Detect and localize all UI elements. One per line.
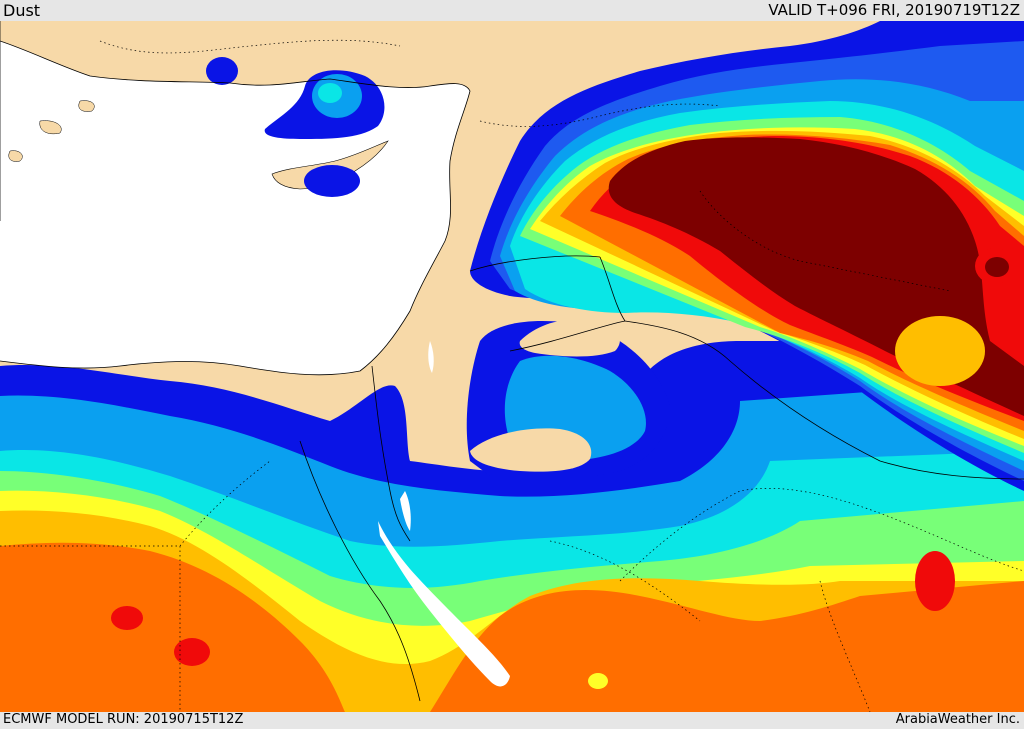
credit-label: ArabiaWeather Inc. xyxy=(895,712,1020,727)
country-borders-dotted xyxy=(0,39,1024,712)
dust-blob-cyprus xyxy=(304,165,360,197)
dust-spot-red-1 xyxy=(111,606,143,630)
footer-bar: ECMWF MODEL RUN: 20190715T12Z ArabiaWeat… xyxy=(0,712,1024,729)
map-canvas xyxy=(0,21,1024,712)
dust-spot-red-2 xyxy=(174,638,210,666)
dust-band-south-orange-west xyxy=(0,542,345,712)
dust-spot-gold-1 xyxy=(588,673,608,689)
coastline xyxy=(0,40,471,376)
model-run-label: ECMWF MODEL RUN: 20190715T12Z xyxy=(3,712,244,727)
product-title: Dust xyxy=(3,1,41,20)
dust-pocket-clear xyxy=(470,428,592,472)
dust-map xyxy=(0,21,1024,712)
dust-patch-red-southeast xyxy=(915,551,955,611)
country-borders-solid xyxy=(299,255,1024,702)
dust-blob-sea-1 xyxy=(206,57,238,85)
mediterranean-sea xyxy=(0,41,470,375)
cyprus xyxy=(271,140,389,190)
dust-patch-gold-east xyxy=(895,316,985,386)
dust-band-south-orange-east xyxy=(430,581,1024,712)
dead-sea xyxy=(428,341,434,373)
gulf-of-aqaba xyxy=(400,491,411,531)
aegean-islands xyxy=(8,100,95,162)
red-sea xyxy=(378,521,510,687)
header-bar: Dust VALID T+096 FRI, 20190719T12Z xyxy=(0,0,1024,21)
dust-blob-sea-2-core xyxy=(318,83,342,103)
valid-time: VALID T+096 FRI, 20190719T12Z xyxy=(768,1,1020,19)
dust-core-darkred-gulf xyxy=(985,257,1009,277)
